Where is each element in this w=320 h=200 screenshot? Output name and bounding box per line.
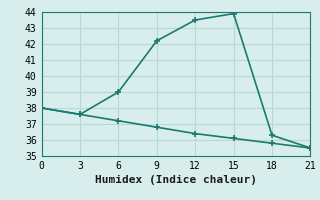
- X-axis label: Humidex (Indice chaleur): Humidex (Indice chaleur): [95, 175, 257, 185]
